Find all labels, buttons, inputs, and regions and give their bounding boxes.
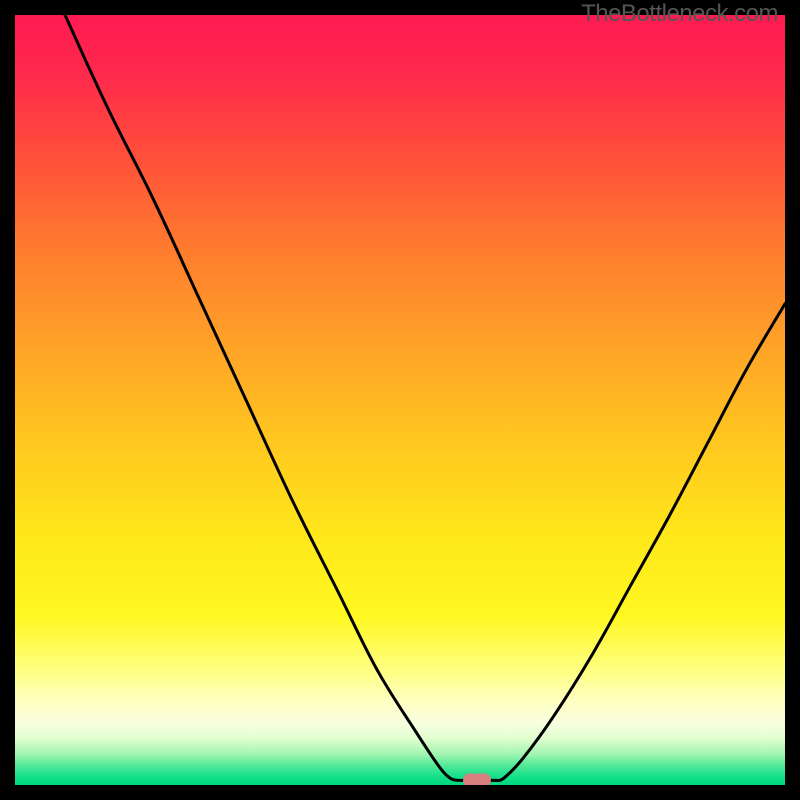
bottleneck-curve-layer	[15, 15, 785, 785]
bottleneck-curve	[65, 15, 785, 781]
watermark-text: TheBottleneck.com	[581, 0, 778, 28]
bottleneck-chart	[15, 15, 785, 785]
optimal-marker	[463, 773, 491, 785]
